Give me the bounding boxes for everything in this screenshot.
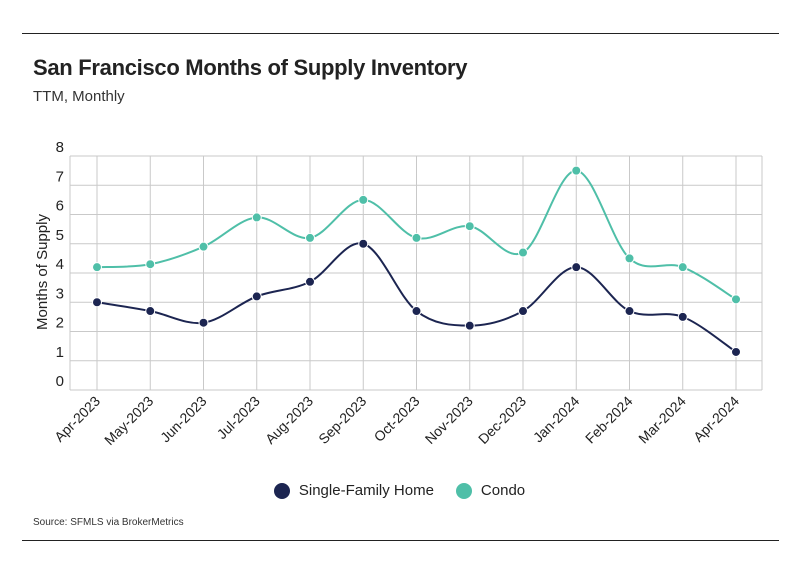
y-tick-label: 6 [56,198,64,215]
x-tick-label: Sep-2023 [315,393,369,447]
top-rule [22,33,779,34]
data-point-condo [358,194,369,205]
data-point-single-family-home [571,262,582,273]
data-point-single-family-home [464,320,475,331]
y-tick-label: 4 [56,256,64,273]
legend-marker-condo [455,482,472,499]
legend-label-condo: Condo [480,482,526,499]
x-tick-label: Mar-2024 [635,393,689,447]
data-point-condo [411,232,422,243]
x-tick-label: Apr-2023 [51,393,103,445]
legend-item-single-family: Single-Family Home [273,482,434,499]
y-axis-label: Months of Supply [34,214,51,330]
x-tick-label: Oct-2023 [371,393,423,445]
legend-item-condo: Condo [455,482,526,499]
y-tick-label: 8 [56,139,64,156]
chart-subtitle: TTM, Monthly [33,88,125,105]
y-axis-ticks: 0 1 2 3 4 5 6 7 8 [56,139,64,390]
x-tick-label: Aug-2023 [262,393,316,447]
data-point-condo [571,165,582,176]
data-point-condo [251,212,262,223]
data-point-condo [198,241,209,252]
data-point-single-family-home [358,238,369,249]
x-tick-label: Feb-2024 [582,393,636,447]
bottom-rule [22,540,779,541]
data-point-single-family-home [198,317,209,328]
data-point-condo [731,294,741,305]
chart-title: San Francisco Months of Supply Inventory [33,55,468,80]
x-tick-label: May-2023 [101,393,156,448]
data-point-condo [145,259,156,270]
data-point-single-family-home [411,306,422,317]
source-note: Source: SFMLS via BrokerMetrics [33,517,184,528]
data-point-single-family-home [305,276,315,287]
series-points [92,165,741,357]
data-point-condo [624,253,635,264]
data-point-single-family-home [92,297,102,308]
data-point-single-family-home [251,291,262,302]
legend-marker-single-family [273,482,290,499]
legend-label-single-family: Single-Family Home [298,482,434,499]
grid-lines [69,155,763,391]
y-tick-label: 3 [56,285,64,302]
x-tick-label: Jan-2024 [530,393,583,446]
data-point-condo [464,221,475,232]
data-point-single-family-home [677,311,688,322]
data-point-condo [518,247,528,258]
data-point-single-family-home [145,306,156,317]
x-tick-label: Jun-2023 [157,393,210,446]
y-tick-label: 0 [56,373,64,390]
x-tick-label: Dec-2023 [475,393,529,447]
y-tick-label: 7 [56,168,64,185]
data-point-single-family-home [518,306,528,317]
data-point-single-family-home [731,346,741,357]
x-tick-label: Apr-2024 [690,393,742,445]
y-tick-label: 5 [56,227,64,244]
y-tick-label: 1 [56,344,64,361]
x-tick-label: Jul-2023 [214,393,263,442]
data-point-condo [677,262,688,273]
x-tick-label: Nov-2023 [422,393,476,447]
data-point-single-family-home [624,306,635,317]
data-point-condo [305,232,315,243]
data-point-condo [92,262,102,273]
legend: Single-Family Home Condo [0,482,799,499]
y-tick-label: 2 [56,315,64,332]
